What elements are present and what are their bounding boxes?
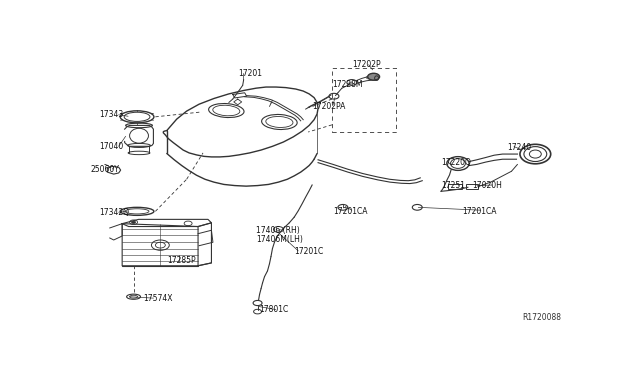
Text: R1720088: R1720088 [522, 314, 561, 323]
Text: 17285P: 17285P [167, 256, 195, 265]
Text: 17342Q: 17342Q [99, 208, 129, 217]
Text: 17201CA: 17201CA [333, 207, 367, 216]
Text: 17240: 17240 [508, 143, 532, 152]
Text: 17020H: 17020H [472, 181, 502, 190]
Text: 17574X: 17574X [143, 294, 173, 303]
Text: 17201: 17201 [237, 69, 262, 78]
Text: 17202PA: 17202PA [312, 102, 346, 111]
Text: 17201CA: 17201CA [462, 207, 497, 216]
Text: 25060Y: 25060Y [91, 165, 120, 174]
Text: 17801C: 17801C [260, 305, 289, 314]
Text: 17201C: 17201C [294, 247, 324, 256]
Circle shape [132, 221, 136, 223]
Text: 17040: 17040 [99, 142, 123, 151]
Text: 17343: 17343 [99, 110, 123, 119]
Circle shape [367, 73, 380, 80]
Text: 17406M(LH): 17406M(LH) [256, 235, 303, 244]
Bar [466, 184, 478, 189]
Text: 17406 (RH): 17406 (RH) [256, 226, 300, 235]
Text: 17220Q: 17220Q [441, 158, 471, 167]
Text: 17251: 17251 [441, 181, 465, 190]
Text: 17202P: 17202P [352, 60, 380, 69]
Text: 17228M: 17228M [332, 80, 362, 89]
Bar [448, 184, 462, 189]
